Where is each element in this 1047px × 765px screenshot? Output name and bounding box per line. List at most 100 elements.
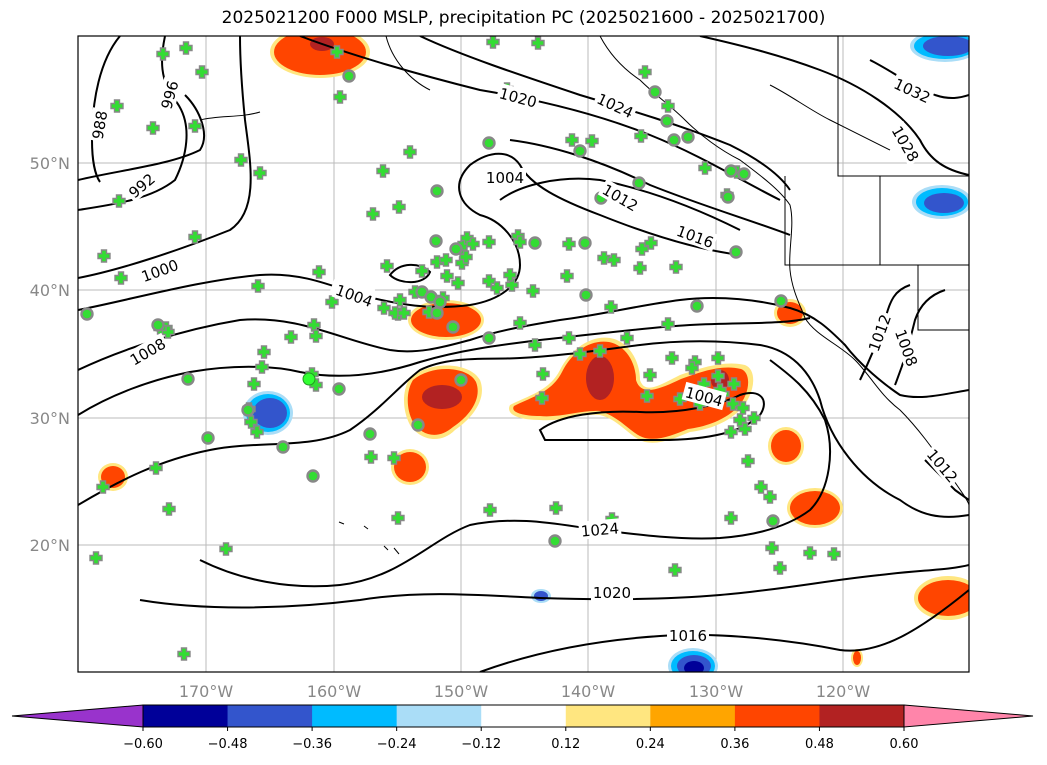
precip-neg-blob-northeast [910,36,969,62]
isobar-1004-w [78,152,741,311]
observation-dot-marker [454,373,468,387]
colorbar-segment [650,705,736,727]
observation-dot-marker [80,307,94,321]
colorbar-tick-label: −0.36 [292,737,332,752]
precip-blob-alaska-gulf-north [270,36,370,78]
observation-dot-marker [449,242,463,256]
isobar-1016 [78,340,969,518]
longitude-label: 130°W [689,682,744,701]
observation-dot-marker [276,440,290,454]
observation-dot-marker [201,431,215,445]
observation-dot-marker [446,320,460,334]
colorbar-tick-label: −0.48 [208,737,248,752]
observation-dot-marker [724,164,738,178]
observation-dot-marker [342,69,356,83]
observation-dot-marker [429,234,443,248]
observation-dot-marker [433,295,447,309]
observation-dot-marker [332,382,346,396]
observation-dot-marker [632,176,646,190]
observation-dot-marker [548,534,562,548]
observation-dot-marker [579,288,593,302]
isobar-label: 1024 [580,519,620,540]
observation-dot-marker [660,114,674,128]
precip-blob-east-2 [787,488,843,528]
observation-dot-marker [737,167,751,181]
colorbar-tick-labels: −0.60 −0.48 −0.36 −0.24 −0.12 0.12 0.24 0.36 0.4… [123,727,918,752]
colorbar-tick-label: 0.36 [720,737,749,752]
isobar-label: 1004 [486,169,524,187]
latitude-label: 20°N [30,536,70,555]
longitude-label: 150°W [434,682,489,701]
observation-dot-marker [766,514,780,528]
observation-dot-marker [363,427,377,441]
isobar-1012-w [78,317,811,416]
map-title: 2025021200 F000 MSLP, precipitation PC (… [221,8,826,28]
colorbar-tick-label: 0.60 [890,737,919,752]
longitude-labels: 170°W 160°W 150°W 140°W 130°W 120°W [179,682,871,701]
coastlines [199,36,969,555]
isobar-1024-c [538,392,765,441]
observation-dot-marker [241,403,255,417]
latitude-label: 40°N [30,281,70,300]
colorbar-tick-label: −0.60 [123,737,163,752]
observation-dot-marker [667,133,681,147]
isobar-label: 1016 [669,627,707,645]
isobar-1016-n [509,139,791,236]
observation-dot-marker [181,372,195,386]
observation-dot-marker [430,184,444,198]
isobar-1020-n [299,36,781,201]
colorbar-extend-high [903,704,1034,728]
colorbar-extend-low [11,704,144,728]
colorbar [11,704,1034,728]
isobar-1032 [869,59,969,99]
isobar-1004-loop [388,263,432,284]
observation-dot-marker [528,236,542,250]
colorbar-tick-label: −0.24 [377,737,417,752]
isobar-label: 1020 [593,584,631,602]
observation-dot-marker [430,306,444,320]
observation-dot-marker [648,85,662,99]
precip-blob-east-1 [768,427,804,465]
colorbar-segment [565,705,651,727]
observation-dot-marker [729,245,743,259]
colorbar-tick-label: 0.12 [551,737,580,752]
isobar-1012-n [499,177,741,231]
longitude-label: 160°W [307,682,362,701]
longitude-label: 140°W [561,682,616,701]
isobar-1000 [78,36,252,279]
observation-dot-marker [573,144,587,158]
observation-dot-marker [306,469,320,483]
observation-dot-marker [690,299,704,313]
longitude-label: 170°W [179,682,234,701]
observation-dot-marker [151,318,165,332]
longitude-label: 120°W [816,682,871,701]
observation-dot-marker [411,418,425,432]
precip-shading [98,36,969,672]
isobar-1004-e [894,289,946,386]
latitude-label: 30°N [30,409,70,428]
isobar-labels: 9889969921000100810041004100410121016102… [87,73,964,645]
isobar-992 [78,94,205,181]
observation-dot-marker [774,294,788,308]
observation-dot-marker [578,236,592,250]
precip-neg-blob-small [531,589,551,603]
isobar-label: 988 [89,109,112,140]
latitude-label: 50°N [30,154,70,173]
observation-dot-marker [482,136,496,150]
colorbar-segment [312,705,398,727]
precip-blob-subtropical-west [404,365,482,440]
map-background [78,36,969,672]
isobar-1012-e [924,459,969,501]
latitude-labels: 50°N 40°N 30°N 20°N [30,154,70,555]
colorbar-tick-label: 0.48 [805,737,834,752]
observation-dot-marker [482,331,496,345]
colorbar-segment [227,705,313,727]
colorbar-segment [481,705,567,727]
highlight-dot-marker [302,372,316,386]
colorbar-tick-label: −0.12 [461,737,501,752]
colorbar-segment [819,705,905,727]
map-frame [77,35,970,673]
observation-dot-marker [721,190,735,204]
isobar-1020 [199,359,831,588]
